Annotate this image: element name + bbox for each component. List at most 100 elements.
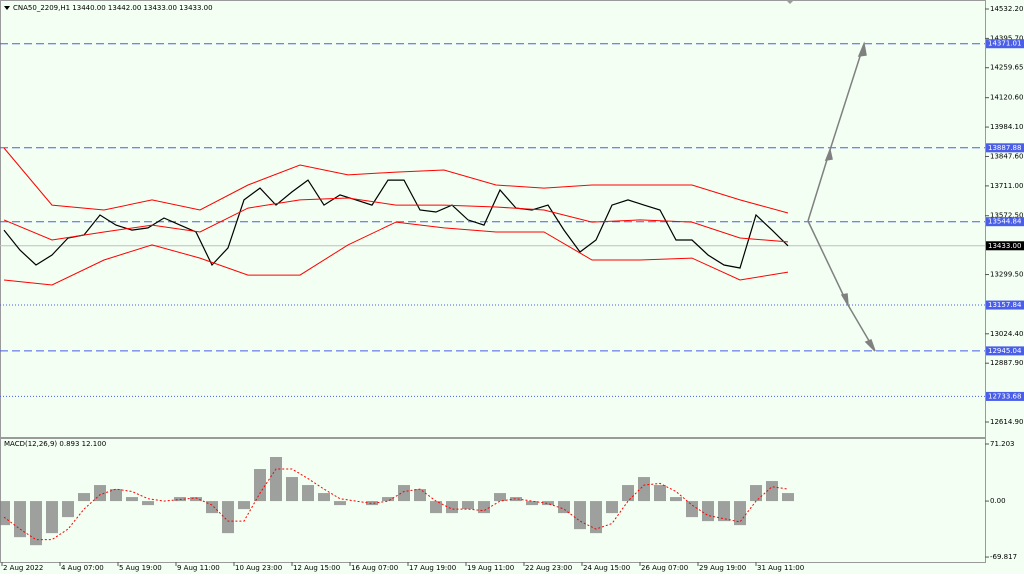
macd-bar — [126, 497, 138, 502]
macd-bar — [590, 501, 602, 534]
macd-bar — [750, 485, 762, 502]
macd-bar — [702, 501, 714, 522]
macd-bar — [526, 501, 538, 506]
y-tick-label: 13711.00 — [990, 182, 1023, 190]
macd-bar — [494, 493, 506, 502]
macd-bar — [62, 501, 74, 518]
arrow-head — [864, 339, 876, 352]
macd-bar — [318, 493, 330, 502]
collapse-icon[interactable] — [4, 6, 10, 10]
y-tick-label: 12887.90 — [990, 359, 1023, 367]
level-label: 12733.68 — [988, 392, 1021, 400]
x-tick-label: 5 Aug 19:00 — [119, 564, 162, 572]
symbol-header: CNA50_2209,H1 13440.00 13442.00 13433.00… — [13, 4, 213, 12]
macd-bar — [238, 501, 250, 510]
level-label-bg — [986, 241, 1024, 251]
level-label: 13433.00 — [988, 242, 1021, 250]
y-tick-label: 13847.60 — [990, 152, 1023, 160]
level-label-bg — [986, 217, 1024, 227]
y-tick-label: 0.00 — [990, 497, 1006, 505]
macd-bar — [46, 501, 58, 534]
macd-bar — [574, 501, 586, 530]
macd-bar — [366, 501, 378, 506]
signal-line — [3, 468, 789, 541]
x-tick-label: 31 Aug 11:00 — [757, 564, 804, 572]
arrow-head — [857, 41, 867, 57]
level-label: 13887.88 — [988, 144, 1021, 152]
level-label-bg — [986, 39, 1024, 49]
x-tick-label: 29 Aug 19:00 — [699, 564, 746, 572]
x-tick-label: 12 Aug 15:00 — [293, 564, 340, 572]
macd-bar — [558, 501, 570, 514]
macd-bar — [382, 497, 394, 502]
bollinger-band — [3, 197, 789, 243]
x-tick-label: 22 Aug 23:00 — [525, 564, 572, 572]
x-tick-label: 16 Aug 07:00 — [351, 564, 398, 572]
y-tick-label: 14395.70 — [990, 34, 1023, 42]
macd-bar — [782, 493, 794, 502]
price-line — [3, 179, 789, 269]
macd-bar — [766, 481, 778, 502]
macd-bar — [30, 501, 42, 546]
y-tick-label: 71.203 — [990, 440, 1015, 448]
macd-bar — [110, 489, 122, 502]
level-label-bg — [986, 143, 1024, 153]
y-tick-label: 13572.50 — [990, 212, 1023, 220]
macd-bar — [222, 501, 234, 534]
macd-bar — [0, 501, 10, 526]
y-tick-label: -69.817 — [990, 553, 1017, 561]
arrow-head — [824, 147, 833, 161]
macd-bar — [206, 501, 218, 514]
macd-bar — [718, 501, 730, 522]
macd-bar — [686, 501, 698, 518]
y-tick-label: 13984.10 — [990, 123, 1023, 131]
projection-arrows — [807, 41, 876, 352]
x-tick-label: 24 Aug 15:00 — [583, 564, 630, 572]
x-tick-label: 10 Aug 23:00 — [235, 564, 282, 572]
level-label: 13157.84 — [988, 301, 1022, 309]
macd-bar — [638, 477, 650, 502]
macd-bar — [270, 456, 282, 502]
macd-bar — [334, 501, 346, 506]
macd-bar — [622, 485, 634, 502]
macd-bar — [78, 493, 90, 502]
y-tick-label: 14532.20 — [990, 5, 1023, 13]
x-tick-label: 26 Aug 07:00 — [641, 564, 688, 572]
macd-bar — [462, 501, 474, 510]
macd-bar — [14, 501, 26, 538]
macd-bar — [414, 489, 426, 502]
macd-bar — [654, 485, 666, 502]
y-tick-label: 14120.60 — [990, 94, 1023, 102]
price-panel — [0, 0, 986, 438]
bollinger-band — [3, 221, 789, 286]
macd-header: MACD(12,26,9) 0.893 12.100 — [4, 440, 106, 448]
macd-bar — [254, 469, 266, 502]
x-tick-label: 4 Aug 07:00 — [61, 564, 104, 572]
macd-bar — [430, 501, 442, 514]
macd-bar — [542, 501, 554, 506]
macd-bar — [446, 501, 458, 514]
x-tick-label: 2 Aug 2022 — [3, 564, 43, 572]
arrow-head — [840, 293, 849, 306]
macd-bar — [142, 501, 154, 506]
macd-panel — [0, 438, 986, 563]
level-label: 13544.84 — [988, 218, 1022, 226]
y-tick-label: 12614.90 — [990, 418, 1023, 426]
level-label-bg — [986, 391, 1024, 401]
y-tick-label: 13024.40 — [990, 330, 1023, 338]
y-tick-label: 13299.50 — [990, 271, 1023, 279]
x-tick-label: 19 Aug 11:00 — [467, 564, 514, 572]
y-tick-label: 14259.65 — [990, 64, 1023, 72]
level-label-bg — [986, 346, 1024, 356]
macd-bar — [606, 501, 618, 514]
macd-bar — [734, 501, 746, 526]
macd-bar — [510, 497, 522, 502]
level-label-bg — [986, 300, 1024, 310]
x-tick-label: 9 Aug 11:00 — [177, 564, 220, 572]
macd-bar — [190, 497, 202, 502]
macd-bar — [398, 485, 410, 502]
level-label: 14371.01 — [988, 40, 1021, 48]
macd-bar — [302, 485, 314, 502]
